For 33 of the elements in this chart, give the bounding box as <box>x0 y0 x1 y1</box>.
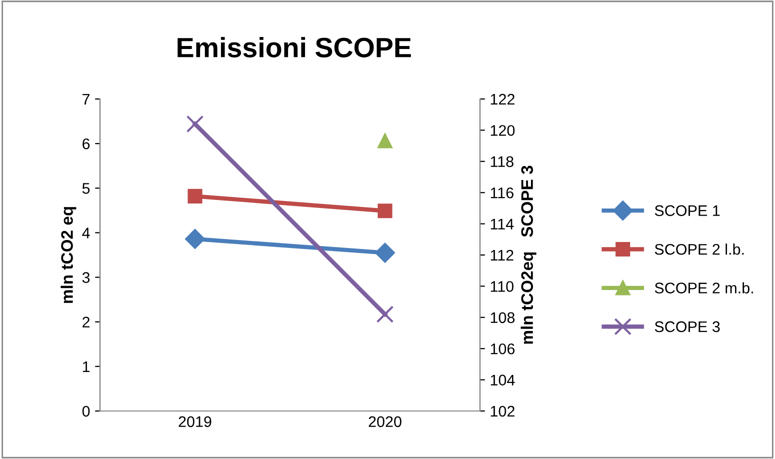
y-axis-title: mln tCO2 eq <box>60 207 76 303</box>
y-tick-label: 5 <box>82 183 90 194</box>
point <box>378 204 392 218</box>
y2-tick-label: 108 <box>490 312 515 324</box>
y2-tick-label: 116 <box>490 187 514 198</box>
y-tick-label: 3 <box>82 272 90 283</box>
y2-tick-label: 106 <box>490 343 515 354</box>
y2-tick-label: 112 <box>490 250 514 261</box>
y2-tick-label: 114 <box>490 218 514 230</box>
chart-title: Emissioni SCOPE <box>178 37 411 58</box>
y2-tick-label: 118 <box>490 156 514 168</box>
y2-axis-title: mln tCO2eq SCOPE 3 <box>520 166 536 344</box>
legend-label: SCOPE 2 m.b. <box>654 282 753 294</box>
y2-tick-label: 122 <box>490 94 514 105</box>
y-tick-label: 1 <box>82 361 90 372</box>
y2-tick-label: 110 <box>490 281 514 292</box>
y2-tick-label: 102 <box>490 406 514 417</box>
y-tick-label: 2 <box>82 316 90 328</box>
point <box>375 242 395 263</box>
y2-tick-label: 104 <box>490 374 515 386</box>
legend-label: SCOPE 3 <box>654 321 720 332</box>
x-tick-label: 2019 <box>178 416 212 428</box>
y-tick-label: 4 <box>82 228 90 238</box>
y-tick-label: 7 <box>82 94 90 105</box>
y2-tick-label: 120 <box>490 125 515 136</box>
legend-label: SCOPE 2 l.b. <box>654 244 744 255</box>
x-tick-label: 2020 <box>368 416 402 428</box>
legend-label: SCOPE 1 <box>654 205 720 216</box>
point <box>188 188 202 204</box>
point <box>185 229 205 249</box>
point <box>378 134 392 148</box>
y-tick-label: 6 <box>82 138 90 150</box>
y-tick-label: 0 <box>82 406 90 417</box>
